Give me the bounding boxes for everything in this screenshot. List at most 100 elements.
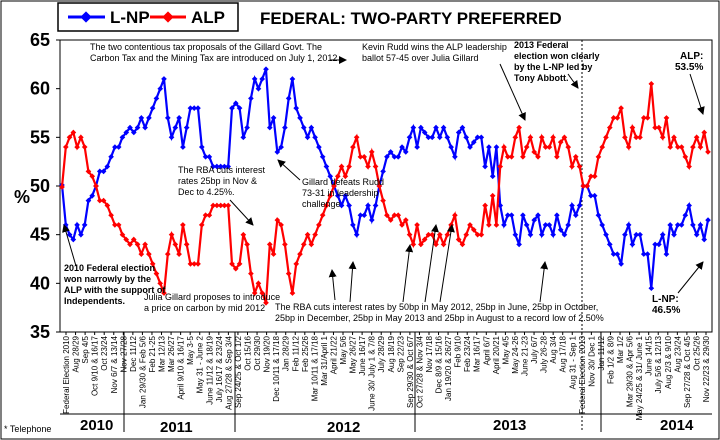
alp-point: [312, 231, 318, 238]
y-tick-label: 50: [30, 176, 50, 196]
y-axis-label: %: [14, 187, 30, 207]
alp-point: [678, 144, 685, 150]
annotation-gillard: Gillard defeats Rudd 73-31 in leadership…: [277, 159, 384, 209]
lnp-point: [210, 163, 216, 170]
alp-point: [323, 202, 330, 209]
alp-point: [161, 290, 167, 296]
lnp-point: [180, 144, 186, 150]
lnp-point: [78, 231, 84, 238]
lnp-point: [504, 212, 511, 219]
annotation-rudd: Kevin Rudd wins the ALP leadership ballo…: [362, 42, 526, 121]
x-tick-label: Aug 27/28 & Sep 3/4: [224, 335, 233, 409]
alp-point: [444, 231, 451, 238]
alp-point: [368, 149, 375, 155]
alp-point: [285, 270, 292, 277]
x-tick-label: June 16/17: [358, 335, 367, 375]
lnp-point: [425, 134, 432, 141]
lnp-point: [285, 95, 292, 102]
x-tick-label: Oct 29/30: [253, 335, 262, 370]
alp-point: [467, 222, 473, 228]
alp-point: [588, 173, 594, 180]
x-tick-label: Mar 16/17: [473, 335, 482, 372]
lnp-point: [633, 231, 640, 238]
lnp-point: [663, 251, 670, 257]
alp-point: [229, 261, 235, 267]
alp-point: [187, 261, 194, 267]
alp-point: [512, 134, 519, 141]
lnp-point: [278, 144, 284, 150]
lnp-point: [467, 144, 473, 150]
x-tick-label: May 5/6: [339, 335, 348, 364]
alp-point: [85, 168, 92, 175]
annotation-alp-final-text: ALP: 53.5%: [675, 51, 706, 73]
y-axis: 35 40 45 50 55 60 65: [30, 30, 60, 342]
annotation-election-2010: 2010 Federal election won narrowly by th…: [62, 224, 166, 306]
lnp-point: [614, 251, 621, 257]
lnp-point: [236, 105, 243, 111]
x-tick-label: Oct 15/16: [244, 335, 253, 370]
lnp-point: [146, 115, 152, 121]
alp-point: [251, 290, 258, 296]
alp-point: [395, 212, 402, 219]
lnp-point: [350, 222, 356, 228]
x-tick-label: Jan 29/30 & Feb 5/6: [138, 335, 147, 408]
alp-point: [289, 290, 296, 296]
alp-point: [300, 241, 307, 248]
alp-point: [550, 134, 556, 141]
alp-point: [470, 226, 477, 233]
lnp-point: [618, 261, 624, 267]
alp-point: [474, 231, 481, 238]
lnp-point: [674, 222, 681, 228]
alp-point: [244, 241, 250, 248]
alp-point: [357, 154, 364, 160]
alp-point: [610, 115, 617, 121]
lnp-point: [263, 66, 269, 73]
alp-point: [372, 163, 379, 170]
x-tick-label: Oct 9/10 & 16/17: [91, 335, 100, 396]
lnp-point: [508, 212, 515, 218]
lnp-point: [70, 236, 77, 243]
alp-point: [391, 212, 398, 219]
lnp-point: [308, 124, 315, 131]
alp-point: [240, 231, 247, 238]
alp-point: [406, 231, 413, 238]
alp-point: [350, 144, 356, 150]
x-tick-label: Feb 21-25: [148, 335, 157, 372]
alp-point: [236, 261, 243, 267]
alp-point: [195, 261, 201, 267]
alp-point: [459, 241, 466, 248]
lnp-point: [482, 163, 488, 170]
lnp-point: [221, 163, 228, 170]
alp-point: [74, 144, 80, 150]
lnp-point: [395, 153, 402, 160]
annotation-election-2013: 2013 Federal election won clearly by the…: [514, 40, 600, 89]
lnp-point: [606, 241, 613, 248]
x-tick-label: Aug 18/19: [387, 335, 396, 372]
x-tick-label: Feb 25/26: [301, 335, 310, 372]
lnp-point: [640, 251, 647, 257]
alp-point: [115, 222, 122, 228]
x-tick-label: June 14/15: [645, 335, 654, 375]
x-tick-label: Jan 19/20 & 26/27: [444, 335, 453, 400]
alp-point: [123, 236, 130, 243]
x-tick-label: May 24/25 & 31/ June 1: [635, 335, 644, 420]
alp-point: [486, 222, 492, 228]
year-2011: 2011: [160, 419, 193, 436]
x-tick-label: July 5/6 & 12/13: [654, 335, 663, 393]
lnp-point: [232, 100, 239, 107]
alp-point: [180, 222, 186, 228]
x-tick-label: May 31 - June 2: [196, 335, 205, 393]
lnp-point: [365, 202, 371, 209]
lnp-point: [448, 144, 454, 150]
alp-point: [146, 251, 152, 257]
alp-point: [334, 173, 341, 180]
lnp-point: [289, 76, 296, 82]
x-tick-label: Nov 30/ Dec 1: [587, 335, 596, 386]
lnp-point: [323, 163, 330, 170]
alp-point: [667, 144, 674, 150]
annotation-tax: The two contentious tax proposals of the…: [90, 42, 347, 64]
alp-point: [361, 153, 368, 160]
lnp-point: [85, 197, 92, 204]
alp-point: [153, 270, 160, 277]
x-tick-label: Nov 22/23 & 29/30: [702, 335, 711, 402]
